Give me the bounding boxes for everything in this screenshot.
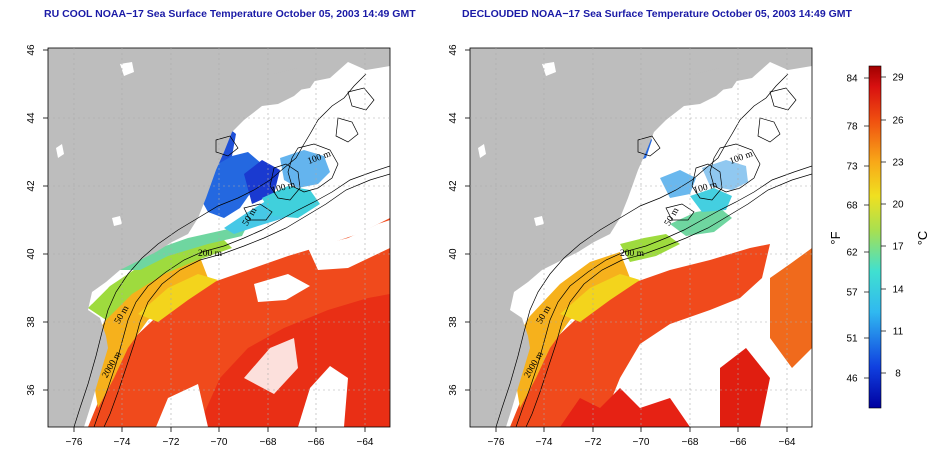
colorbar-f-tick-label: 51 <box>846 334 858 345</box>
colorbar-ticks: 84 78 73 68 62 57 51 46 29 26 23 20 17 14 11 8 <box>846 73 904 385</box>
right-lon-tick-label: −76 <box>488 437 505 448</box>
right-lat-tick-label: 40 <box>448 248 459 260</box>
right-lon-tick-label: −66 <box>730 437 747 448</box>
right-lat-tick-label: 44 <box>448 112 459 124</box>
right-lon-tick-label: −64 <box>779 437 796 448</box>
colorbar-f-tick-label: 84 <box>846 74 858 85</box>
right-lon-tick-label: −72 <box>585 437 602 448</box>
colorbar-gradient <box>868 65 882 409</box>
left-lon-tick-label: −68 <box>260 437 277 448</box>
left-lat-tick-label: 42 <box>26 180 37 192</box>
right-lon-tick-label: −68 <box>682 437 699 448</box>
left-lat-tick-label: 38 <box>26 316 37 328</box>
left-lat-tick-label: 36 <box>26 384 37 396</box>
fahrenheit-unit-label: °F <box>828 231 843 244</box>
colorbar-f-tick-label: 62 <box>846 248 858 259</box>
left-lon-tick-label: −74 <box>114 437 131 448</box>
right-sst-field <box>470 48 812 427</box>
left-contour-label: 200 m <box>198 249 223 259</box>
colorbar-c-tick-label: 26 <box>892 116 904 127</box>
left-graticule <box>48 48 390 427</box>
left-lat-tick-label: 44 <box>26 112 37 124</box>
colorbar-c-tick-label: 29 <box>892 73 904 84</box>
colorbar-c-tick-label: 11 <box>893 327 904 338</box>
left-lon-tick-label: −76 <box>66 437 83 448</box>
right-lat-tick-label: 42 <box>448 180 459 192</box>
left-lat-tick-label: 40 <box>26 248 37 260</box>
colorbar-f-tick-label: 73 <box>846 162 858 173</box>
right-graticule <box>470 48 812 427</box>
colorbar-f-tick-label: 78 <box>846 122 858 133</box>
colorbar-c-tick-label: 23 <box>892 158 904 169</box>
right-contour-label: 200 m <box>620 249 645 259</box>
right-map-panel <box>469 47 813 428</box>
right-lat-tick-label: 46 <box>448 44 459 56</box>
left-lon-tick-label: −66 <box>308 437 325 448</box>
left-map-panel <box>47 47 391 428</box>
right-lat-tick-label: 36 <box>448 384 459 396</box>
left-lat-tick-label: 46 <box>26 44 37 56</box>
colorbar-f-tick-label: 57 <box>846 288 858 299</box>
celsius-unit-label: °C <box>915 231 930 246</box>
colorbar-c-tick-label: 14 <box>892 285 904 296</box>
left-map-title: RU COOL NOAA−17 Sea Surface Temperature … <box>44 8 416 20</box>
right-lon-tick-label: −74 <box>536 437 553 448</box>
colorbar-f-tick-label: 46 <box>846 374 858 385</box>
colorbar-c-tick-label: 8 <box>895 369 901 380</box>
axis-ticks: −76 −74 −72 −70 −68 −66 −64 36 38 40 42 44 46 −76 −74 −… <box>26 44 796 448</box>
left-sst-field <box>48 48 390 427</box>
left-lon-tick-label: −72 <box>163 437 180 448</box>
left-lon-tick-label: −64 <box>357 437 374 448</box>
left-lon-tick-label: −70 <box>211 437 228 448</box>
colorbar-c-tick-label: 20 <box>892 200 904 211</box>
colorbar-c-tick-label: 17 <box>892 242 904 253</box>
right-map-title: DECLOUDED NOAA−17 Sea Surface Temperatur… <box>462 8 852 20</box>
right-lon-tick-label: −70 <box>633 437 650 448</box>
colorbar: 84 78 73 68 62 57 51 46 29 26 23 20 17 14 11 8 °F °C <box>828 65 930 409</box>
colorbar-f-tick-label: 68 <box>846 201 858 212</box>
right-lat-tick-label: 38 <box>448 316 459 328</box>
